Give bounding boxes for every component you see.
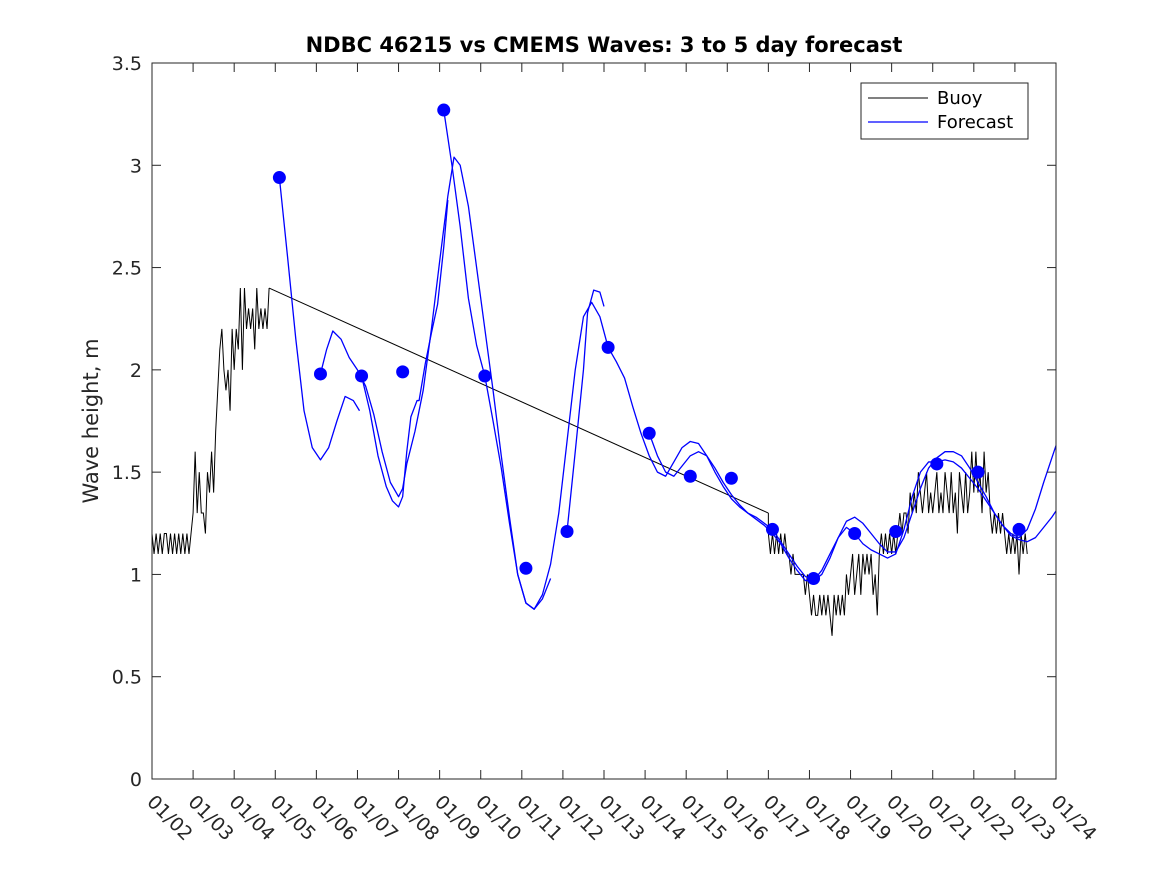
y-tick-label: 2 bbox=[130, 360, 142, 382]
legend-label-buoy: Buoy bbox=[937, 88, 983, 109]
forecast-marker bbox=[765, 522, 779, 536]
x-tick-label: 01/16 bbox=[718, 791, 772, 845]
forecast-series-line bbox=[278, 177, 361, 461]
forecast-marker bbox=[272, 171, 286, 185]
forecast-marker bbox=[519, 561, 533, 575]
x-tick-label: 01/09 bbox=[430, 791, 484, 845]
x-tick-label: 01/06 bbox=[307, 791, 361, 845]
legend-label-forecast: Forecast bbox=[937, 112, 1013, 133]
x-tick-label: 01/08 bbox=[389, 791, 443, 845]
forecast-marker bbox=[396, 365, 410, 379]
legend-box bbox=[860, 82, 1029, 140]
forecast-series-line bbox=[443, 109, 609, 610]
x-tick-label: 01/11 bbox=[512, 791, 566, 845]
forecast-marker bbox=[724, 471, 738, 485]
x-tick-label: 01/19 bbox=[841, 791, 895, 845]
x-tick-label: 01/23 bbox=[1005, 791, 1059, 845]
legend: Buoy Forecast bbox=[860, 82, 1029, 140]
x-tick-label: 01/12 bbox=[553, 791, 607, 845]
x-tick-label: 01/03 bbox=[184, 791, 238, 845]
forecast-series-line bbox=[360, 200, 449, 508]
forecast-marker bbox=[355, 369, 369, 383]
x-tick-label: 01/17 bbox=[759, 791, 813, 845]
x-tick-label: 01/21 bbox=[923, 791, 977, 845]
y-tick-label: 1 bbox=[130, 564, 142, 586]
x-tick-label: 01/07 bbox=[348, 791, 402, 845]
forecast-marker bbox=[560, 524, 574, 538]
forecast-marker bbox=[848, 527, 862, 541]
x-tick-label: 01/22 bbox=[964, 791, 1018, 845]
buoy-series-line-early bbox=[151, 288, 270, 555]
x-tick-label: 01/13 bbox=[594, 791, 648, 845]
x-tick-label: 01/24 bbox=[1046, 791, 1100, 845]
buoy-series-line-late bbox=[767, 451, 1028, 636]
forecast-series-line bbox=[319, 156, 552, 610]
plot-area bbox=[151, 103, 1057, 636]
x-tick-label: 01/14 bbox=[636, 791, 690, 845]
forecast-marker bbox=[1012, 522, 1026, 536]
forecast-marker bbox=[313, 367, 327, 381]
x-tick-label: 01/02 bbox=[142, 791, 196, 845]
forecast-marker bbox=[437, 103, 451, 117]
forecast-marker bbox=[889, 524, 903, 538]
chart-title: NDBC 46215 vs CMEMS Waves: 3 to 5 day fo… bbox=[306, 33, 903, 57]
forecast-marker bbox=[971, 465, 985, 479]
y-tick-label: 2.5 bbox=[112, 258, 142, 280]
forecast-marker bbox=[807, 572, 821, 586]
y-tick-label: 0 bbox=[130, 769, 142, 791]
x-tick-label: 01/10 bbox=[471, 791, 525, 845]
forecast-marker bbox=[478, 369, 492, 383]
forecast-marker bbox=[930, 457, 944, 471]
plot-frame bbox=[151, 62, 1057, 780]
forecast-marker bbox=[601, 340, 615, 354]
forecast-marker bbox=[642, 426, 656, 440]
y-axis-label: Wave height, m bbox=[79, 338, 103, 503]
x-tick-label: 01/20 bbox=[882, 791, 936, 845]
y-tick-label: 3 bbox=[130, 155, 142, 177]
x-tick-label: 01/18 bbox=[800, 791, 854, 845]
x-tick-label: 01/04 bbox=[225, 791, 279, 845]
y-axis: 0 0.5 1 1.5 2 2.5 3 3.5 bbox=[112, 53, 1056, 791]
y-tick-label: 3.5 bbox=[112, 53, 142, 75]
x-tick-label: 01/15 bbox=[677, 791, 731, 845]
x-tick-label: 01/05 bbox=[266, 791, 320, 845]
forecast-series-line bbox=[607, 347, 773, 530]
forecast-series-line bbox=[771, 445, 1057, 582]
y-tick-label: 0.5 bbox=[112, 667, 142, 689]
forecast-series-line bbox=[566, 289, 605, 532]
y-tick-label: 1.5 bbox=[112, 462, 142, 484]
forecast-marker bbox=[683, 469, 697, 483]
